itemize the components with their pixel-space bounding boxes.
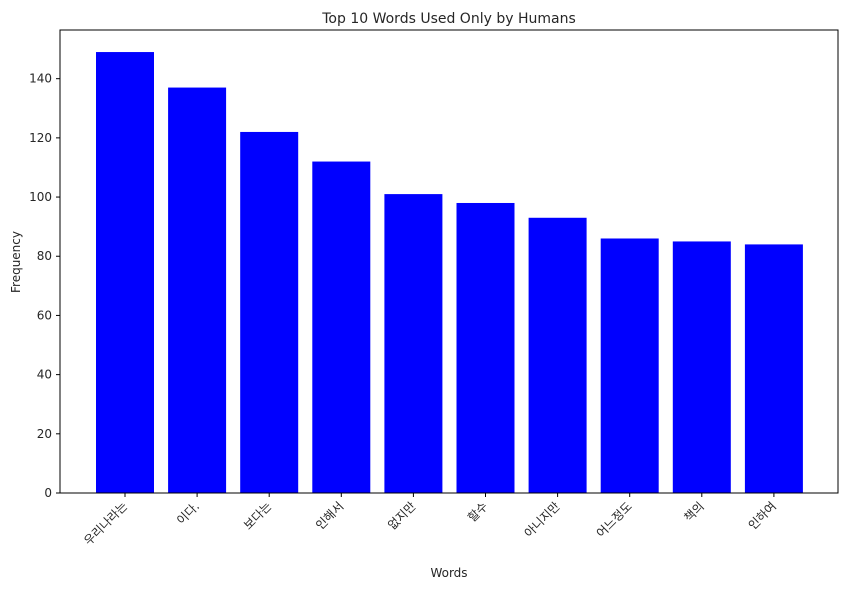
x-tick-label: 이다. [174, 499, 202, 527]
y-tick-label: 0 [44, 486, 52, 500]
bar [528, 217, 587, 493]
x-tick-label: 어느정도 [594, 499, 635, 540]
y-axis: 0 20 40 60 80 100 120 140 [29, 72, 60, 500]
bar [96, 52, 154, 494]
y-tick-label: 120 [29, 131, 52, 145]
x-tick-label: 인해서 [313, 499, 346, 532]
x-tick-label: 보다는 [241, 499, 274, 532]
chart-title: Top 10 Words Used Only by Humans [321, 11, 575, 27]
x-tick-label: 인하여 [746, 499, 779, 532]
bar [168, 87, 227, 494]
x-tick-label: 없지만 [385, 499, 418, 532]
x-axis: 우리나라는 이다. 보다는 인해서 없지만 할수 아니지만 어느정도 책의 인하여 [81, 493, 779, 548]
bar [600, 238, 659, 493]
y-tick-label: 20 [37, 427, 52, 441]
y-axis-title: Frequency [9, 231, 23, 293]
y-tick-label: 100 [29, 190, 52, 204]
bar [312, 161, 371, 493]
y-tick-label: 60 [37, 308, 52, 322]
x-tick-label: 아니지만 [522, 499, 563, 540]
y-tick-label: 140 [29, 72, 52, 86]
bar [744, 244, 803, 493]
y-tick-label: 40 [37, 368, 52, 382]
bar [384, 194, 443, 493]
x-tick-label: 우리나라는 [81, 499, 130, 548]
x-axis-title: Words [430, 566, 467, 580]
x-tick-label: 할수 [465, 499, 491, 525]
bar [240, 131, 299, 494]
bar-series [96, 52, 803, 494]
plot-frame [59, 29, 839, 494]
y-tick-label: 80 [37, 249, 52, 263]
x-tick-label: 책의 [681, 499, 707, 525]
bar [456, 202, 515, 493]
bar [672, 241, 731, 493]
